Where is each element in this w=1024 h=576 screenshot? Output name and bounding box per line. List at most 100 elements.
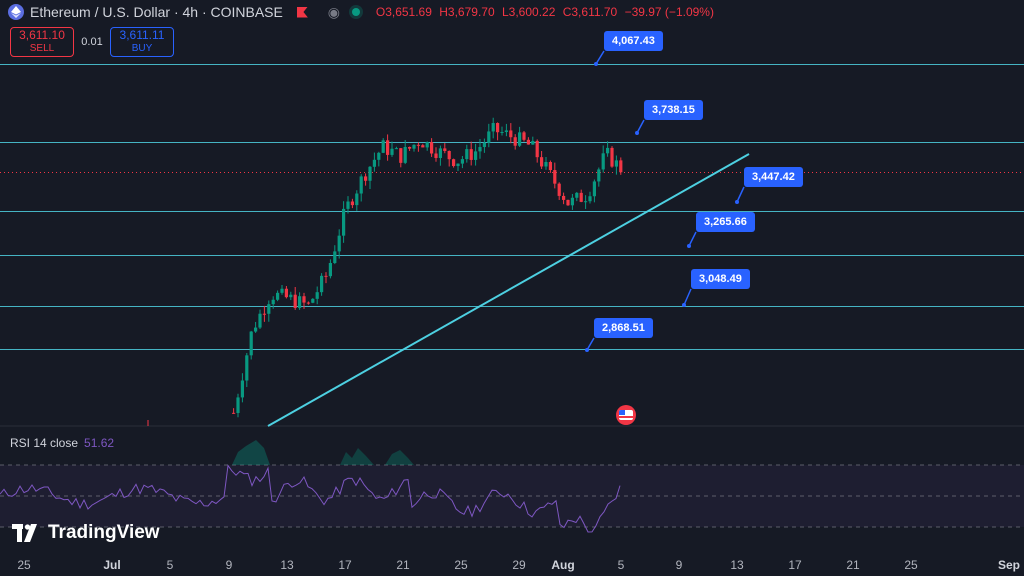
xaxis-tick: 9 (225, 558, 233, 572)
candle-body (518, 132, 522, 146)
candle-body (359, 176, 363, 194)
candle-body (535, 140, 539, 158)
candle-body (333, 251, 337, 264)
flag-icon[interactable] (296, 6, 308, 18)
candle-body (509, 130, 513, 138)
candle-body (562, 195, 566, 200)
eye-icon[interactable]: ◉ (327, 3, 340, 20)
sell-button[interactable]: 3,611.10 SELL (10, 27, 74, 57)
xaxis-tick: 5 (166, 558, 174, 572)
high-value: H3,679.70 (439, 5, 495, 19)
candle-body (236, 397, 240, 413)
candle-body (430, 142, 434, 154)
open-value: O3,651.69 (375, 5, 432, 19)
candle-body (540, 157, 544, 167)
xaxis-tick: 25 (17, 558, 31, 572)
candle-body (531, 140, 535, 145)
xaxis-tick: 21 (396, 558, 410, 572)
candle-body (342, 208, 346, 236)
candle-body (289, 294, 293, 298)
label-anchor-1 (594, 62, 598, 66)
xaxis-tick: 13 (280, 558, 294, 572)
price-label-6[interactable]: 2,868.51 (594, 318, 653, 338)
xaxis-tick: 25 (454, 558, 468, 572)
candle-body (368, 166, 372, 181)
xaxis-tick: 9 (675, 558, 683, 572)
candle-body (570, 197, 574, 206)
label-pointer-6 (586, 337, 595, 351)
candle-body (416, 144, 420, 146)
candle-body (320, 275, 324, 293)
candle-body (232, 412, 236, 414)
price-label-4[interactable]: 3,265.66 (696, 212, 755, 232)
buy-button[interactable]: 3,611.11 BUY (110, 27, 174, 57)
candle-body (548, 162, 552, 171)
candle-body (425, 142, 429, 148)
candle-body (456, 163, 460, 167)
candle-body (324, 275, 328, 277)
candle-body (262, 313, 266, 315)
candle-body (355, 193, 359, 206)
candle-body (592, 181, 596, 197)
candle-body (258, 313, 262, 328)
candle-body (610, 147, 614, 167)
candle-body (328, 263, 332, 277)
rsi-overbought-fill (232, 440, 270, 465)
candle-body (372, 159, 376, 167)
candle-body (504, 130, 508, 132)
candle-body (280, 288, 284, 293)
candle-body (298, 296, 302, 308)
candle-body (522, 132, 526, 140)
tradingview-logo-text: TradingView (48, 522, 160, 543)
candle-body (346, 201, 350, 209)
rsi-label: RSI 14 close (10, 436, 79, 450)
candle-body (601, 153, 605, 170)
rsi-overbought-fill (385, 450, 414, 465)
candle-body (438, 148, 442, 158)
price-label-1[interactable]: 4,067.43 (604, 31, 663, 51)
candle-body (588, 196, 592, 202)
candle-body (434, 153, 438, 158)
label-anchor-5 (682, 303, 686, 307)
xaxis-tick: Aug (551, 558, 575, 572)
candle-body (408, 146, 412, 149)
candle-body (271, 299, 275, 305)
candle-body (478, 147, 482, 152)
candle-body (315, 292, 319, 299)
buy-label: BUY (131, 43, 153, 54)
market-status-icon (351, 8, 360, 16)
us-flag-event-icon[interactable] (616, 405, 636, 425)
xaxis-tick: 17 (788, 558, 802, 572)
price-label-5[interactable]: 3,048.49 (691, 269, 750, 289)
symbol-title[interactable]: Ethereum / U.S. Dollar · 4h · COINBASE (30, 4, 283, 20)
trade-panel: 3,611.10 SELL 0.01 3,611.11 BUY (10, 27, 174, 57)
candle-body (579, 192, 583, 202)
candle-body (276, 292, 280, 300)
candle-body (302, 296, 306, 303)
xaxis-tick: Jul (103, 558, 121, 572)
price-label-2[interactable]: 3,738.15 (644, 100, 703, 120)
label-pointer-1 (595, 50, 605, 65)
time-axis[interactable]: 25 Jul 5 9 13 17 21 25 29 Aug 5 9 13 17 … (0, 552, 1024, 576)
candle-body (390, 148, 394, 155)
candle-body (386, 140, 390, 155)
candle-body (606, 147, 610, 154)
candle-body (267, 304, 271, 314)
low-value: L3,600.22 (501, 5, 556, 19)
candle-body (575, 192, 579, 198)
candle-body (447, 150, 451, 160)
candle-body (337, 235, 341, 252)
xaxis-tick: 21 (846, 558, 860, 572)
rsi-legend: RSI 14 close 51.62 (10, 436, 114, 450)
candle-body (614, 160, 618, 167)
rsi-line (0, 464, 621, 533)
candle-body (403, 146, 407, 163)
ethereum-icon (8, 4, 24, 20)
candle-body (469, 149, 473, 160)
candle-body (557, 183, 561, 196)
candle-body (482, 142, 486, 148)
candle-body (597, 169, 601, 182)
rsi-overbought-fill (340, 448, 374, 465)
price-label-3[interactable]: 3,447.42 (744, 167, 803, 187)
